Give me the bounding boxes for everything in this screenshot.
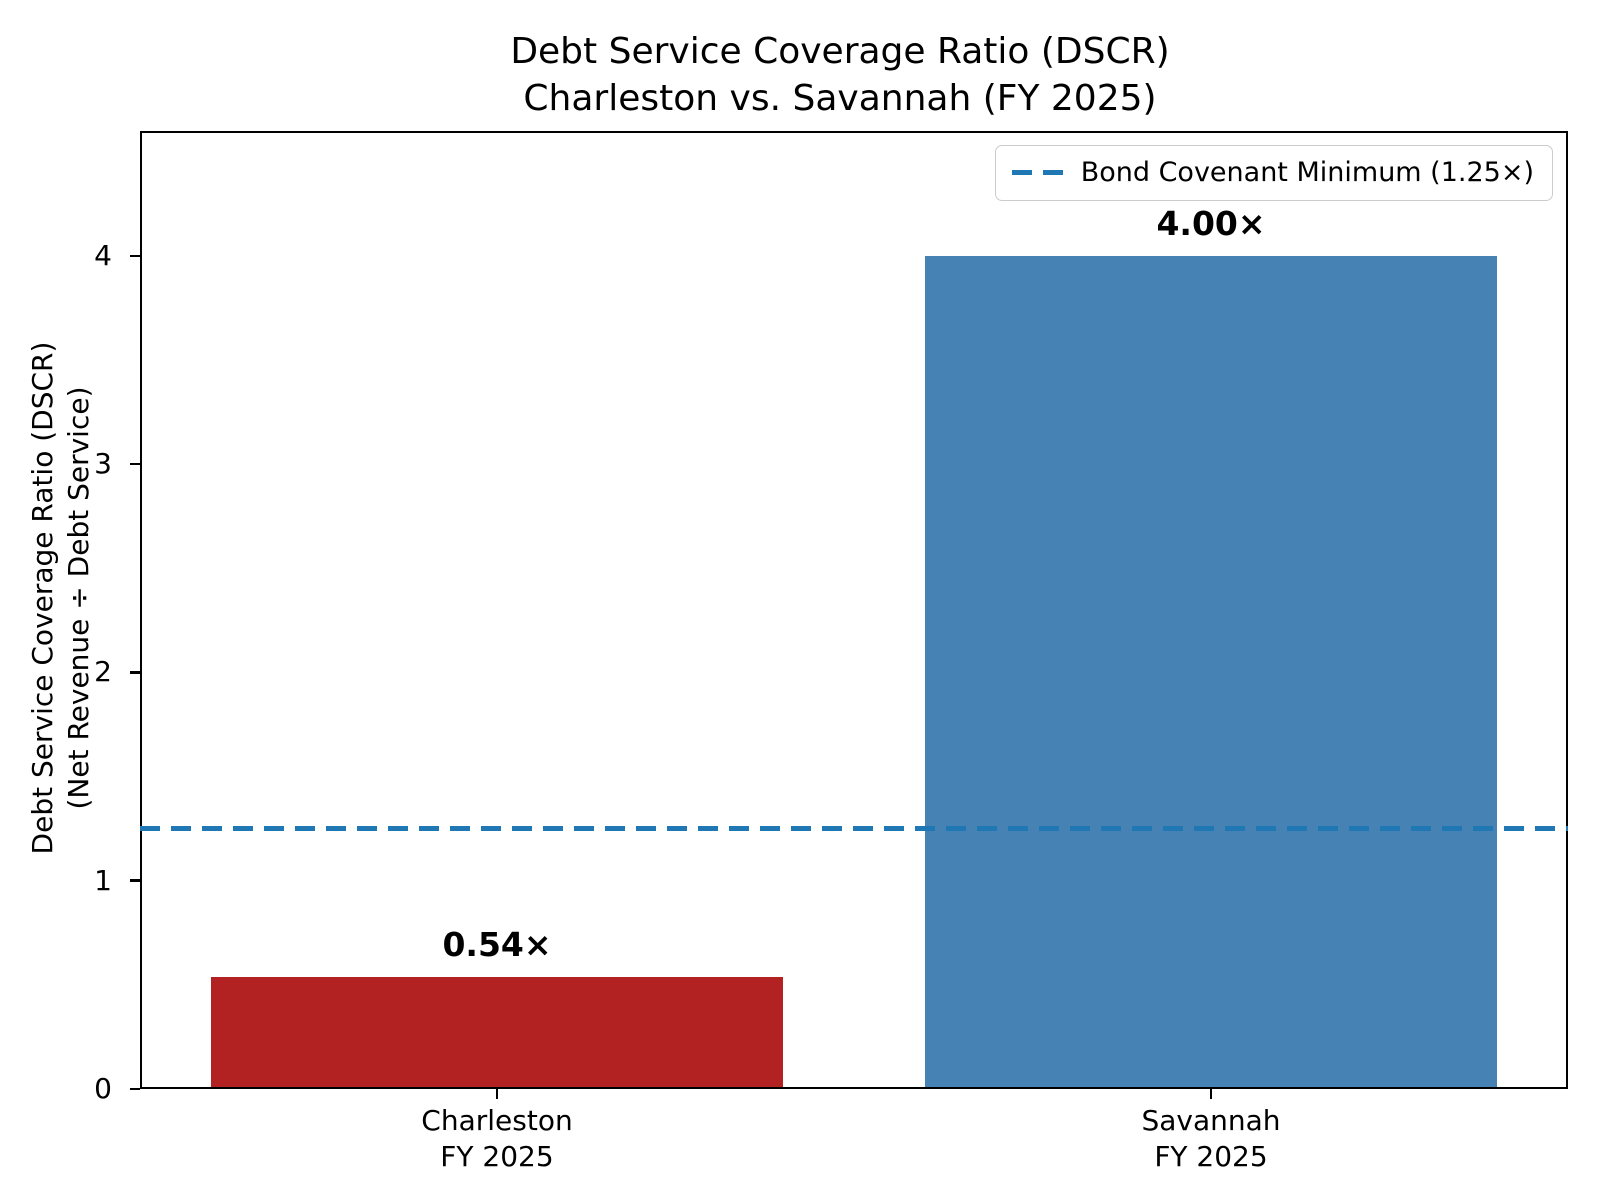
y-tick-mark [130, 462, 140, 466]
dashed-line-swatch [1011, 170, 1063, 175]
x-tick-label-line2: FY 2025 [440, 1140, 554, 1173]
y-tick-label: 3 [94, 447, 112, 481]
y-tick-label: 4 [94, 238, 112, 272]
bar-savannah [925, 255, 1497, 1088]
y-tick-mark [130, 1087, 140, 1091]
chart-title: Debt Service Coverage Ratio (DSCR) Charl… [140, 28, 1540, 122]
x-tick-label: Charleston FY 2025 [421, 1103, 572, 1175]
bar-charleston [211, 976, 783, 1088]
bar-value-label: 4.00× [1156, 203, 1266, 243]
y-tick-label: 0 [94, 1072, 112, 1105]
x-tick-label-line1: Charleston [421, 1104, 573, 1137]
y-tick-label: 2 [94, 655, 112, 689]
chart-title-line1: Debt Service Coverage Ratio (DSCR) [510, 31, 1170, 72]
y-tick-mark [130, 879, 140, 882]
legend: Bond Covenant Minimum (1.25×) [994, 145, 1553, 201]
bar-value-label: 0.54× [442, 924, 552, 964]
legend-label: Bond Covenant Minimum (1.25×) [1080, 157, 1534, 188]
y-tick-mark [130, 254, 140, 258]
x-tick-mark [495, 1089, 499, 1099]
y-tick-label: 1 [94, 863, 112, 897]
x-tick-label-line2: FY 2025 [1154, 1140, 1268, 1173]
x-tick-mark [1209, 1089, 1213, 1099]
y-tick-mark [130, 671, 140, 674]
x-tick-label-line1: Savannah [1141, 1104, 1281, 1137]
x-tick-label: Savannah FY 2025 [1141, 1103, 1280, 1175]
covenant-reference-line [140, 826, 1568, 832]
chart-title-line2: Charleston vs. Savannah (FY 2025) [523, 78, 1157, 119]
